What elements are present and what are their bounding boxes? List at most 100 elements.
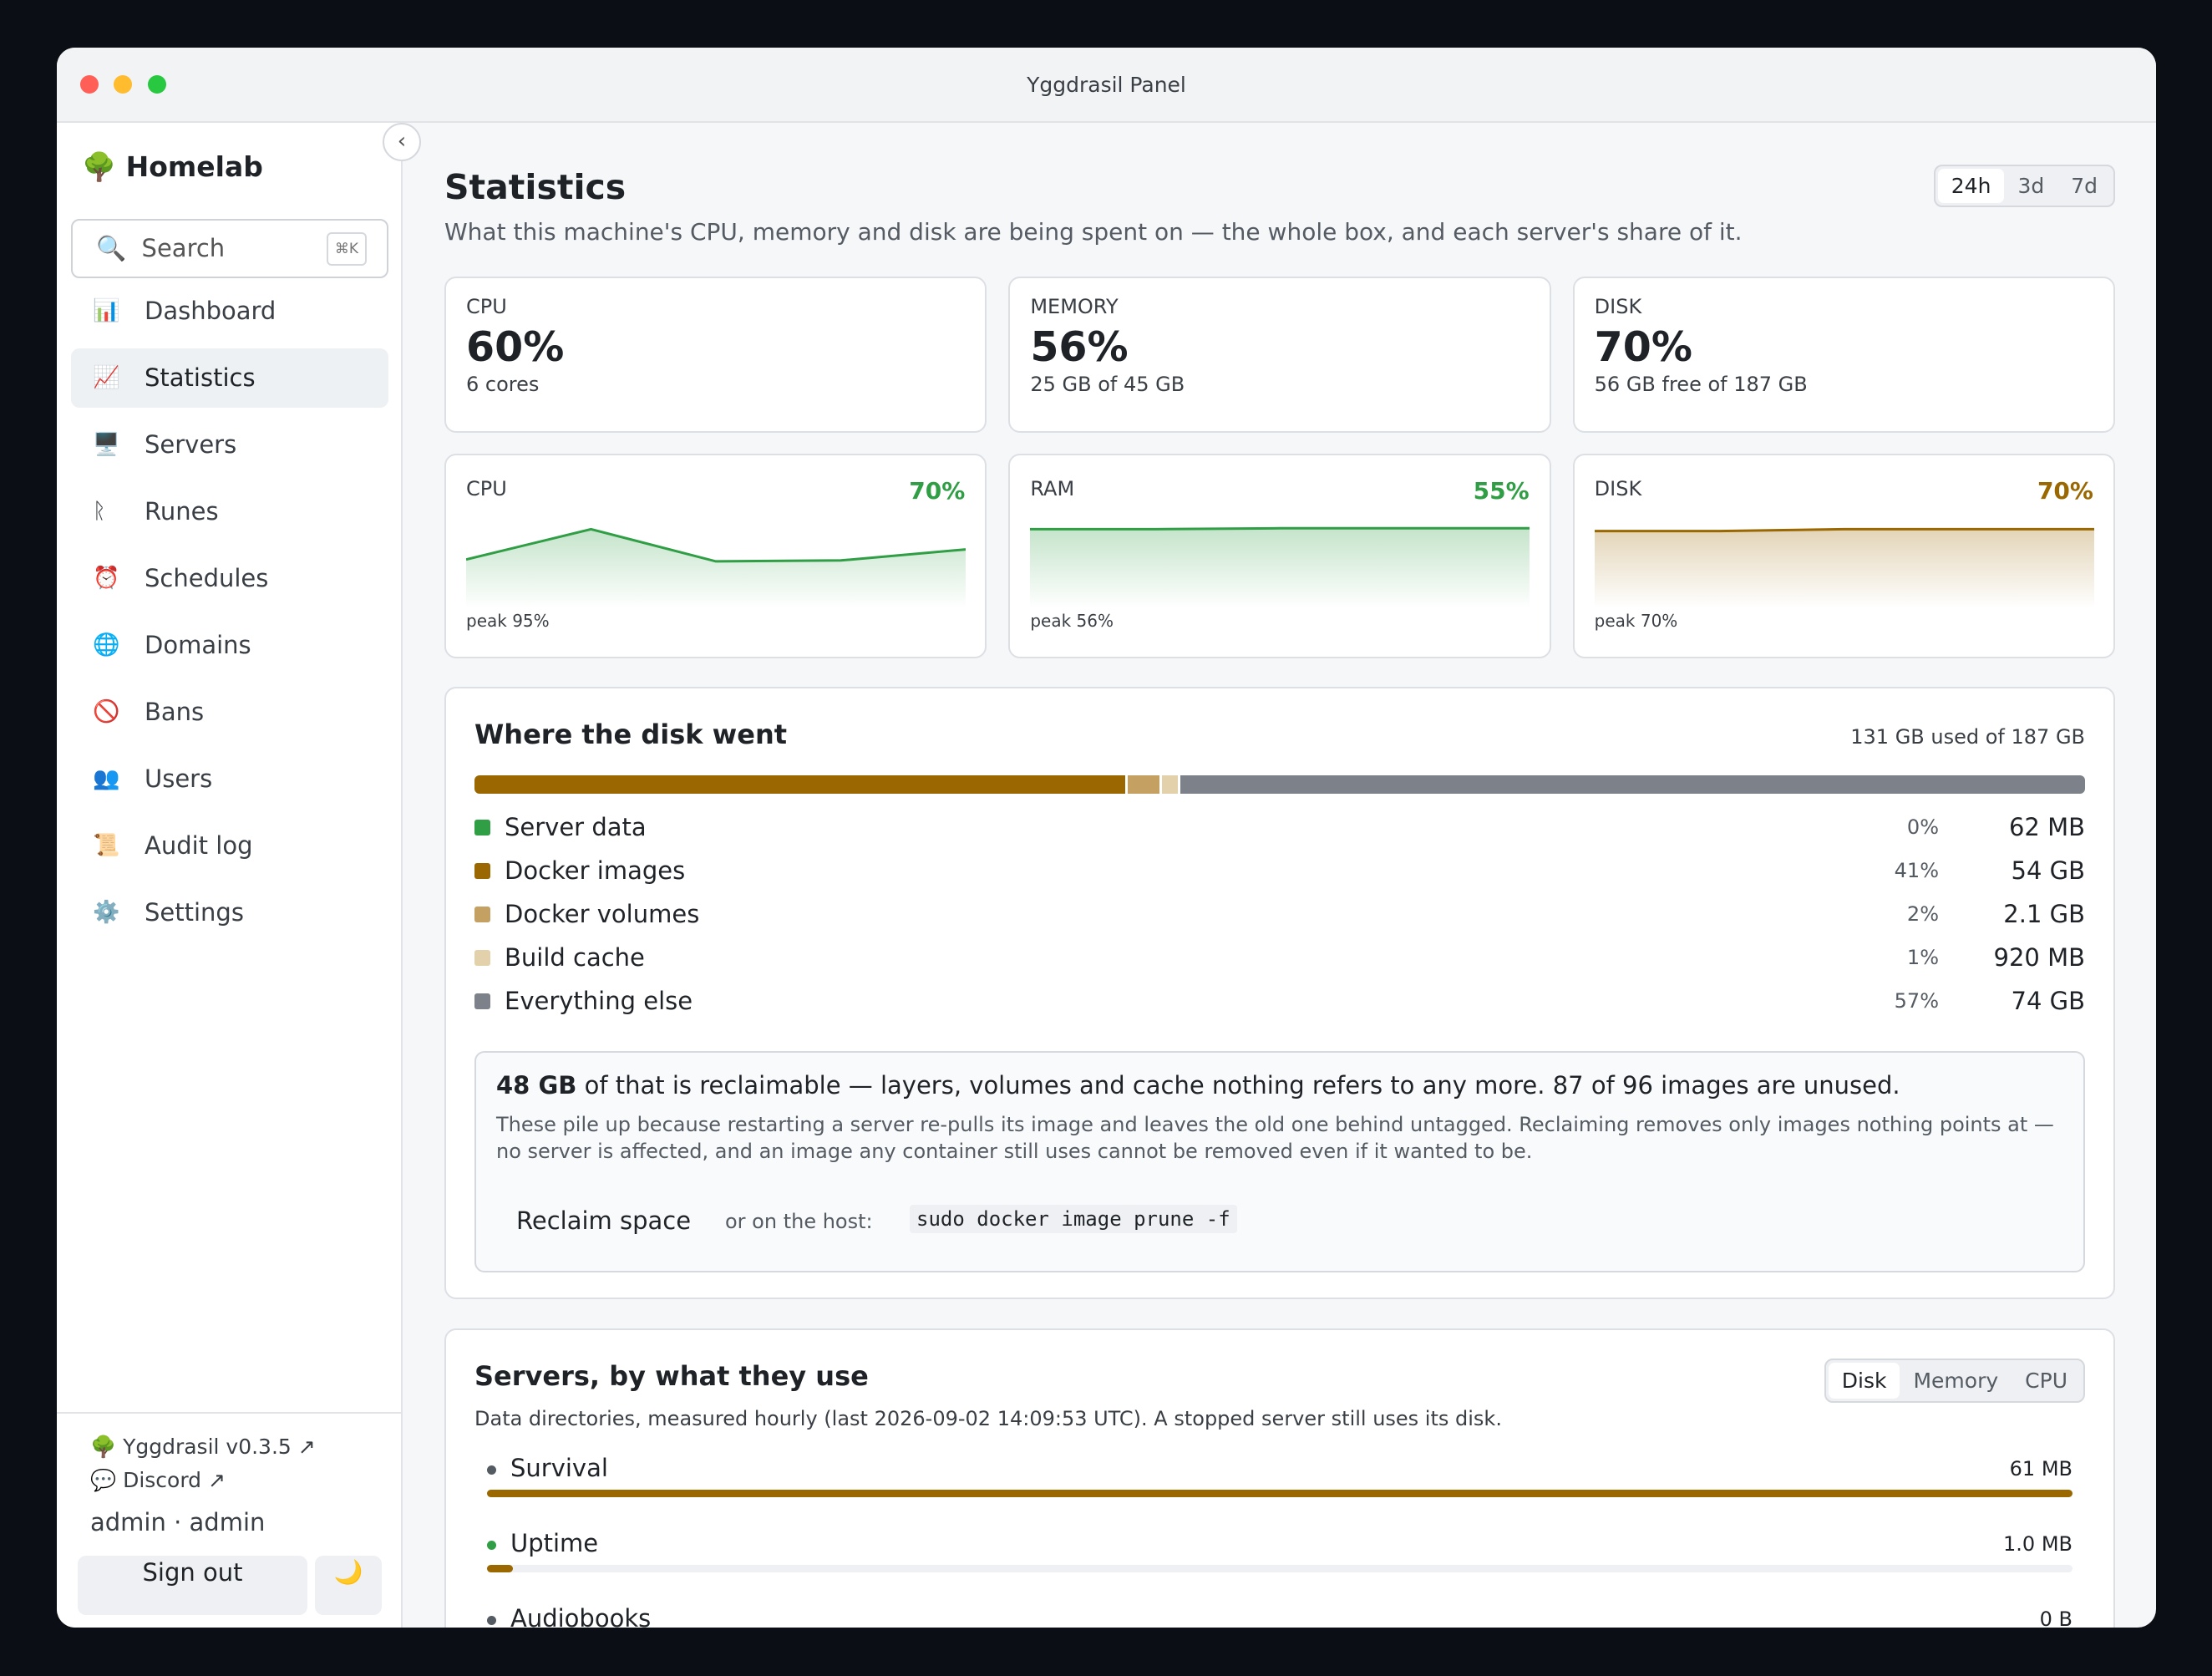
nav-item[interactable]: 📈 Statistics bbox=[71, 348, 388, 408]
summary-row: CPU 60% 6 cores MEMORY 56% 25 GB of 45 GB DISK… bbox=[444, 277, 2115, 433]
metric-tab[interactable]: Memory bbox=[1913, 1369, 1999, 1393]
window-title: Yggdrasil Panel bbox=[1027, 73, 1186, 97]
servers-note: Data directories, measured hourly (last … bbox=[474, 1407, 1502, 1430]
discord-link[interactable]: 💬 Discord ↗ bbox=[90, 1468, 226, 1492]
page-title: Statistics bbox=[444, 167, 627, 207]
legend-percent: 41% bbox=[1894, 859, 1939, 882]
nav-item[interactable]: ᚱ Runes bbox=[71, 482, 388, 541]
server-size: 0 B bbox=[2039, 1607, 2072, 1628]
minimize-button[interactable] bbox=[114, 75, 132, 94]
search-icon: 🔍 bbox=[96, 234, 127, 262]
sparkline bbox=[466, 527, 966, 608]
server-name: Uptime bbox=[510, 1529, 599, 1557]
server-row: Survival 61 MB bbox=[487, 1447, 2072, 1522]
user-label: admin · admin bbox=[90, 1508, 266, 1536]
legend-name: Server data bbox=[505, 813, 647, 841]
legend-row: Server data 0% 62 MB bbox=[474, 805, 2085, 849]
brand: 🌳 Homelab bbox=[82, 150, 263, 184]
metric-tab[interactable]: CPU bbox=[2025, 1369, 2067, 1393]
summary-value: 70% bbox=[1594, 323, 1692, 371]
metric-tab[interactable]: Disk bbox=[1828, 1363, 1900, 1399]
legend-size: 54 GB bbox=[2011, 856, 2086, 885]
disk-legend: Server data 0% 62 MB Docker images 41% 54 GB D… bbox=[474, 805, 2085, 1023]
sparkline-current: 70% bbox=[909, 477, 966, 505]
sparkline-card: RAM 55% peak 56% bbox=[1008, 454, 1551, 658]
legend-swatch bbox=[474, 862, 490, 879]
disk-segment bbox=[474, 775, 1125, 794]
server-row: Uptime 1.0 MB bbox=[487, 1522, 2072, 1597]
nav-label: Servers bbox=[145, 430, 237, 459]
collapse-button[interactable]: ‹ bbox=[383, 123, 421, 161]
disk-segment bbox=[1128, 775, 1159, 794]
sparkline-peak: peak 95% bbox=[466, 611, 550, 631]
legend-name: Everything else bbox=[505, 987, 693, 1015]
sparkline-line bbox=[1030, 526, 1530, 531]
nav-item[interactable]: 🖥️ Servers bbox=[71, 415, 388, 475]
sidebar-footer: 🌳 Yggdrasil v0.3.5 ↗ 💬 Discord ↗ admin ·… bbox=[57, 1412, 401, 1615]
nav-item[interactable]: 🌐 Domains bbox=[71, 616, 388, 675]
server-list: Survival 61 MB Uptime 1.0 MB Audiobooks 0 B bbox=[474, 1447, 2085, 1628]
bar-track bbox=[487, 1565, 2072, 1572]
zoom-button[interactable] bbox=[148, 75, 166, 94]
nav-icon: ⚙️ bbox=[93, 900, 120, 925]
reclaim-note: These pile up because restarting a serve… bbox=[496, 1113, 2054, 1163]
nav-label: Bans bbox=[145, 698, 205, 726]
window: Yggdrasil Panel 🌳 Homelab 🔍 Search ⌘K 📊 Da… bbox=[57, 48, 2156, 1628]
reclaim-amount: 48 GB bbox=[496, 1071, 577, 1100]
servers-card: Servers, by what they use Disk Memory CPU … bbox=[444, 1328, 2115, 1628]
status-dot bbox=[487, 1541, 496, 1550]
nav-icon: 🌐 bbox=[93, 632, 120, 658]
legend-size: 74 GB bbox=[2011, 987, 2086, 1015]
legend-swatch bbox=[474, 906, 490, 922]
summary-detail: 6 cores bbox=[466, 373, 540, 396]
range-toggle: 24h 3d 7d bbox=[1933, 165, 2115, 207]
server-bar bbox=[487, 1490, 2072, 1497]
nav-item[interactable]: 📊 Dashboard bbox=[71, 282, 388, 341]
search-shortcut: ⌘K bbox=[326, 232, 367, 266]
brand-icon: 🌳 bbox=[82, 150, 117, 183]
close-button[interactable] bbox=[80, 75, 99, 94]
sparkline-label: CPU bbox=[466, 477, 507, 500]
nav-icon: 📊 bbox=[93, 298, 120, 323]
nav-item[interactable]: 📜 Audit log bbox=[71, 816, 388, 876]
nav-label: Statistics bbox=[145, 363, 256, 392]
nav-icon: 👥 bbox=[93, 766, 120, 791]
range-option[interactable]: 24h bbox=[1937, 169, 2005, 203]
summary-label: DISK bbox=[1594, 295, 1642, 318]
legend-size: 62 MB bbox=[2008, 813, 2085, 841]
sparkline-line bbox=[1594, 527, 2094, 533]
legend-percent: 2% bbox=[1906, 902, 1939, 926]
legend-row: Everything else 57% 74 GB bbox=[474, 979, 2085, 1023]
reclaim-box: 48 GB of that is reclaimable — layers, v… bbox=[474, 1051, 2085, 1272]
sign-out-button[interactable]: Sign out bbox=[78, 1556, 307, 1615]
summary-value: 60% bbox=[466, 323, 565, 371]
host-label: or on the host: bbox=[725, 1210, 873, 1233]
nav-item[interactable]: ⚙️ Settings bbox=[71, 883, 388, 942]
nav-item[interactable]: ⏰ Schedules bbox=[71, 549, 388, 608]
range-option[interactable]: 7d bbox=[2071, 174, 2098, 198]
nav-item[interactable]: 🚫 Bans bbox=[71, 683, 388, 742]
nav-icon: ᚱ bbox=[93, 499, 106, 524]
legend-name: Build cache bbox=[505, 943, 645, 972]
nav-item[interactable]: 👥 Users bbox=[71, 749, 388, 809]
server-name: Survival bbox=[510, 1454, 608, 1482]
summary-detail: 25 GB of 45 GB bbox=[1030, 373, 1185, 396]
reclaim-button[interactable]: Reclaim space bbox=[516, 1206, 692, 1235]
disk-bar bbox=[474, 775, 2085, 794]
version-link[interactable]: 🌳 Yggdrasil v0.3.5 ↗ bbox=[90, 1435, 316, 1459]
search-box[interactable]: 🔍 Search ⌘K bbox=[71, 219, 388, 278]
legend-row: Build cache 1% 920 MB bbox=[474, 936, 2085, 979]
metric-tabs: Disk Memory CPU bbox=[1824, 1359, 2085, 1403]
sparkline-peak: peak 56% bbox=[1030, 611, 1114, 631]
theme-toggle[interactable]: 🌙 bbox=[315, 1556, 382, 1615]
server-size: 1.0 MB bbox=[2003, 1532, 2072, 1556]
legend-swatch bbox=[474, 819, 490, 835]
nav-label: Users bbox=[145, 764, 213, 793]
host-command: sudo docker image prune -f bbox=[910, 1205, 1237, 1233]
range-option[interactable]: 3d bbox=[2017, 174, 2045, 198]
server-name: Audiobooks bbox=[510, 1604, 652, 1628]
search-placeholder: Search bbox=[141, 234, 226, 262]
sparkline-area bbox=[1594, 529, 2094, 608]
summary-value: 56% bbox=[1030, 323, 1129, 371]
status-dot bbox=[487, 1616, 496, 1625]
